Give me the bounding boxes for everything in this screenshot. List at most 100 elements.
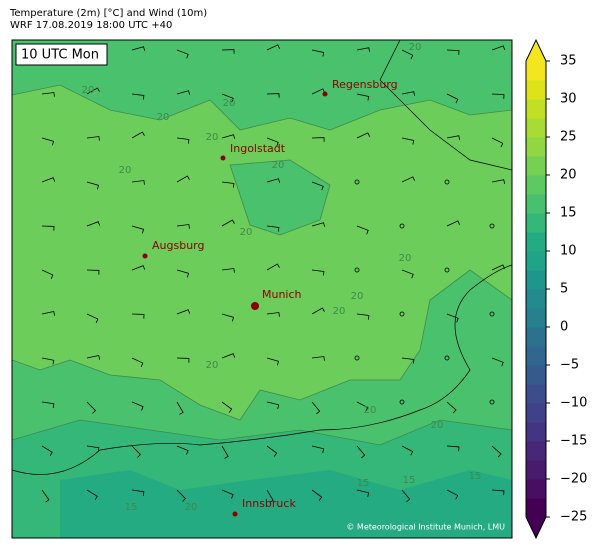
colorbar-band <box>526 80 546 100</box>
wind-barb <box>41 401 55 408</box>
wind-barb <box>221 219 235 227</box>
wind-barb <box>131 265 146 271</box>
colorbar-extend <box>526 517 546 538</box>
wind-barb <box>176 49 189 59</box>
wind-barb <box>176 269 190 278</box>
colorbar-band <box>526 365 546 385</box>
contour-label: 20 <box>206 360 219 371</box>
wind-barb <box>131 357 144 368</box>
contour-label: 20 <box>431 420 444 431</box>
contour-label: 20 <box>399 253 412 264</box>
city-label: Augsburg <box>152 239 204 252</box>
wind-barb <box>41 445 53 457</box>
subtitle: WRF 17.08.2019 18:00 UTC +40 <box>10 20 172 31</box>
wind-barb <box>266 312 280 317</box>
wind-barb <box>221 181 235 188</box>
wind-barb <box>41 225 55 231</box>
city-label: Regensburg <box>332 78 398 91</box>
wind-barb <box>401 137 415 145</box>
wind-barb <box>401 489 411 503</box>
wind-barb <box>41 269 54 280</box>
wind-barb <box>41 357 55 365</box>
wind-barb <box>86 445 100 452</box>
colorbar-tick-label: 10 <box>560 244 577 259</box>
wind-barb <box>266 225 280 232</box>
wind-barb <box>266 137 279 147</box>
contour-label: 20 <box>185 502 198 513</box>
wind-barb <box>131 225 145 234</box>
wind-barb <box>446 220 461 227</box>
wind-barb <box>86 136 100 141</box>
wind-barb <box>176 401 184 415</box>
wind-barb <box>446 313 459 323</box>
wind-barb <box>131 313 145 319</box>
wind-barb <box>311 181 324 191</box>
wind-barb <box>131 93 145 100</box>
wind-barb <box>176 175 190 183</box>
wind-barb <box>41 311 56 316</box>
wind-barb <box>356 313 370 320</box>
colorbar-band <box>526 479 546 499</box>
time-box <box>15 43 108 66</box>
contour-label: 20 <box>272 160 285 171</box>
wind-barb <box>86 181 100 190</box>
colorbar-tick-label: −25 <box>560 510 587 525</box>
contour-label: 20 <box>206 132 219 143</box>
wind-calm <box>399 311 405 317</box>
wind-barb <box>311 401 321 415</box>
wind-barb <box>356 489 370 497</box>
wind-barb <box>401 445 414 456</box>
wind-barb <box>86 269 100 275</box>
wind-barb <box>491 93 505 99</box>
wind-calm <box>354 355 360 361</box>
wind-calm <box>399 399 405 405</box>
wind-barb <box>311 49 325 57</box>
wind-barb <box>491 357 504 367</box>
colorbar-band <box>526 346 546 366</box>
credit: © Meteorological Institute Munich, LMU <box>346 523 505 532</box>
wind-barb <box>41 92 55 97</box>
wind-barb <box>491 45 506 51</box>
colorbar-band <box>526 327 546 347</box>
wind-barb <box>131 489 145 496</box>
wind-calm <box>444 355 450 361</box>
wind-barb <box>446 489 459 500</box>
colorbar-band <box>526 232 546 252</box>
colorbar-band <box>526 175 546 195</box>
wind-barb <box>86 313 99 324</box>
colorbar-tick-label: 0 <box>560 320 568 335</box>
wind-barb <box>86 221 101 227</box>
colorbar-band <box>526 213 546 233</box>
colorbar-band <box>526 270 546 290</box>
wind-barb <box>266 178 281 183</box>
colorbar-band <box>526 194 546 214</box>
wind-barb <box>491 137 504 148</box>
wind-barb <box>221 313 235 322</box>
contour-label: 20 <box>157 112 170 123</box>
wind-barb <box>266 44 281 51</box>
wind-barb <box>446 445 460 452</box>
wind-barb <box>221 49 235 54</box>
wind-barb <box>401 269 414 279</box>
wind-barb <box>311 307 325 315</box>
colorbar-band <box>526 384 546 404</box>
colorbar-tick-label: −15 <box>560 434 587 449</box>
wind-barb <box>446 49 460 55</box>
wind-barb <box>221 93 234 103</box>
wind-barb <box>86 401 96 414</box>
colorbar-band <box>526 441 546 461</box>
colorbar-band <box>526 403 546 423</box>
colorbar-band <box>526 498 546 518</box>
wind-barb <box>176 309 191 315</box>
wind-calm <box>354 267 360 273</box>
wind-barb <box>41 489 50 503</box>
wind-barb <box>266 357 280 366</box>
wind-barb <box>356 93 370 101</box>
wind-barb <box>401 49 414 60</box>
wind-barb <box>311 137 325 142</box>
colorbar-band <box>526 137 546 157</box>
wind-barb <box>221 268 235 273</box>
wind-barb <box>131 180 145 185</box>
wind-barb <box>86 489 98 501</box>
